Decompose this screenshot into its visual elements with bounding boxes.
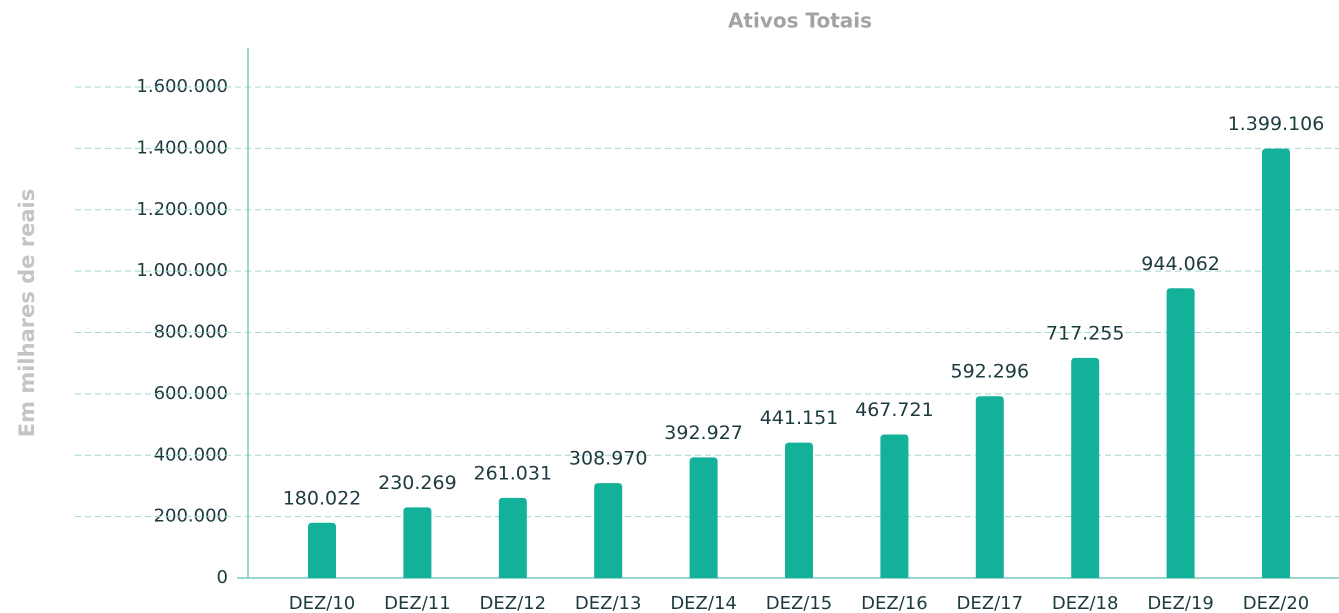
bar xyxy=(689,457,718,578)
bar xyxy=(308,522,336,578)
bar xyxy=(1262,148,1290,578)
x-tick-label: DEZ/12 xyxy=(480,593,547,613)
x-tick-label: DEZ/18 xyxy=(1052,593,1119,613)
data-label: 230.269 xyxy=(378,472,457,494)
x-tick-label: DEZ/16 xyxy=(861,593,928,613)
bar xyxy=(880,434,909,578)
data-label: 392.927 xyxy=(664,422,743,444)
y-tick-label: 1.200.000 xyxy=(136,199,228,220)
data-label: 717.255 xyxy=(1046,322,1125,344)
data-label: 592.296 xyxy=(951,361,1030,383)
data-label: 180.022 xyxy=(283,487,362,509)
bar xyxy=(498,497,527,578)
x-tick-label: DEZ/11 xyxy=(384,593,451,613)
data-label: 467.721 xyxy=(855,399,934,421)
y-tick-label: 0 xyxy=(217,567,228,588)
data-label: 1.399.106 xyxy=(1228,113,1325,135)
x-tick-label: DEZ/19 xyxy=(1147,593,1214,613)
x-tick-label: DEZ/15 xyxy=(766,593,833,613)
bar xyxy=(1166,288,1195,578)
y-axis-label: Em milhares de reais xyxy=(15,189,39,437)
data-label: 308.970 xyxy=(569,448,648,470)
y-tick-label: 1.400.000 xyxy=(136,137,228,158)
bar xyxy=(403,507,432,578)
bar xyxy=(785,442,813,578)
y-tick-label: 1.000.000 xyxy=(136,260,228,281)
bar xyxy=(1071,357,1100,578)
x-tick-label: DEZ/17 xyxy=(957,593,1024,613)
data-label: 261.031 xyxy=(474,462,553,484)
y-tick-label: 1.600.000 xyxy=(136,76,228,97)
bar xyxy=(594,483,623,578)
chart-title: Ativos Totais xyxy=(728,9,872,33)
x-tick-label: DEZ/10 xyxy=(289,593,356,613)
x-tick-label: DEZ/13 xyxy=(575,593,642,613)
bar xyxy=(975,396,1004,578)
x-tick-label: DEZ/20 xyxy=(1243,593,1310,613)
data-label: 441.151 xyxy=(760,407,839,429)
x-tick-label: DEZ/14 xyxy=(670,593,737,613)
data-label: 944.062 xyxy=(1141,253,1220,275)
